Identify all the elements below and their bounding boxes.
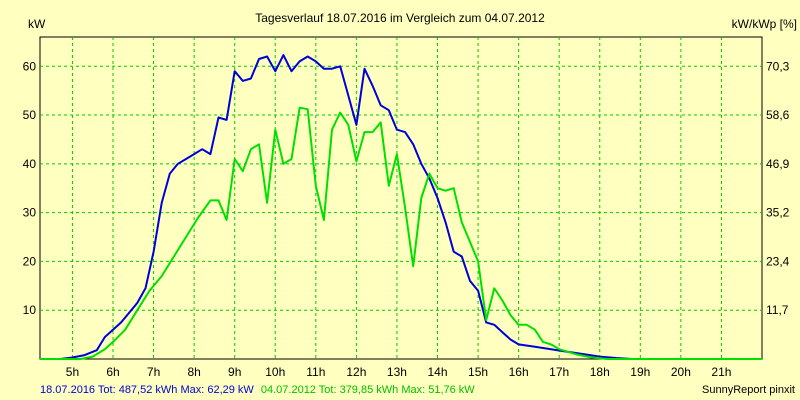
- x-tick-label: 9h: [228, 365, 241, 379]
- x-tick-label: 14h: [427, 365, 447, 379]
- chart-title: Tagesverlauf 18.07.2016 im Vergleich zum…: [255, 11, 545, 25]
- legend-series-1: 18.07.2016 Tot: 487,52 kWh Max: 62,29 kW: [40, 384, 254, 396]
- x-tick-label: 15h: [468, 365, 488, 379]
- x-tick-label: 21h: [711, 365, 731, 379]
- x-tick-label: 12h: [346, 365, 366, 379]
- y-tick-label-left: 40: [23, 157, 37, 171]
- credit-text: SunnyReport pinxit: [702, 384, 795, 396]
- series-line-1: [40, 54, 762, 360]
- x-tick-label: 7h: [147, 365, 160, 379]
- x-tick-label: 17h: [549, 365, 569, 379]
- x-tick-label: 13h: [387, 365, 407, 379]
- y-tick-label-left: 20: [23, 254, 37, 268]
- x-tick-label: 5h: [66, 365, 79, 379]
- svg-text:18.07.2016 Tot: 487,52 kWh Max: 18.07.2016 Tot: 487,52 kWh Max: 62,29 kW…: [40, 384, 475, 396]
- y-tick-label-right: 70,3: [766, 59, 790, 73]
- y-axis-label-right: kW/kWp [%]: [732, 17, 797, 31]
- y-tick-label-left: 60: [23, 59, 37, 73]
- plot-area: [39, 36, 763, 360]
- y-tick-labels-right: 11,7 23,4 35,2 46,9 58,6 70,3: [766, 59, 790, 317]
- x-tick-label: 11h: [306, 365, 325, 379]
- y-tick-label-left: 50: [23, 108, 37, 122]
- y-tick-label-right: 11,7: [766, 303, 789, 317]
- series-lines: [40, 54, 762, 360]
- x-tick-label: 8h: [187, 365, 200, 379]
- series-line-2: [40, 106, 762, 360]
- x-tick-label: 20h: [671, 365, 691, 379]
- y-tick-labels-left: 10 20 30 40 50 60: [23, 59, 37, 317]
- y-axis-label-left: kW: [28, 17, 46, 31]
- x-tick-label: 16h: [509, 365, 529, 379]
- y-tick-label-left: 30: [23, 206, 37, 220]
- y-tick-label-right: 23,4: [766, 254, 790, 268]
- x-tick-label: 19h: [630, 365, 650, 379]
- y-tick-label-right: 46,9: [766, 157, 790, 171]
- x-tick-labels: 5h 6h 7h 8h 9h 10h 11h 12h 13h 14h 15h 16h 17h 18h 19h…: [66, 365, 732, 379]
- x-tick-label: 10h: [265, 365, 285, 379]
- x-tick-label: 6h: [106, 365, 119, 379]
- y-tick-label-right: 35,2: [766, 206, 790, 220]
- y-tick-label-left: 10: [23, 303, 37, 317]
- legend-series-2: 04.07.2012 Tot: 379,85 kWh Max: 51,76 kW: [261, 384, 475, 396]
- y-tick-label-right: 58,6: [766, 108, 790, 122]
- x-tick-label: 18h: [590, 365, 610, 379]
